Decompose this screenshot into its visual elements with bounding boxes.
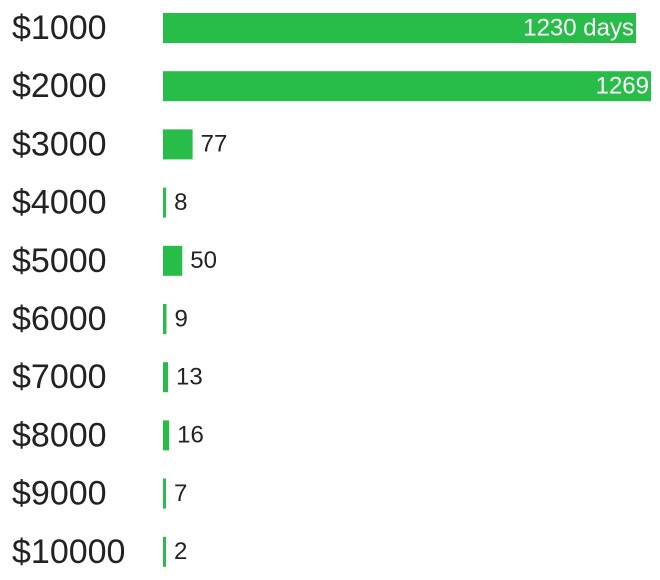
value-label: 50 (190, 247, 217, 274)
category-label: $7000 (12, 358, 107, 396)
bar (163, 304, 167, 334)
category-label: $10000 (12, 533, 125, 571)
category-label: $1000 (12, 9, 107, 47)
category-label: $6000 (12, 300, 107, 338)
bar (163, 362, 168, 393)
value-label: 1269 (596, 73, 649, 100)
bar (163, 13, 637, 43)
bar (163, 129, 193, 160)
category-label: $3000 (12, 125, 107, 163)
value-label: 7 (174, 480, 187, 507)
category-label: $2000 (12, 67, 107, 105)
category-label: $4000 (12, 184, 107, 222)
bar (163, 478, 166, 509)
bar (163, 245, 183, 276)
category-label: $5000 (12, 242, 107, 280)
category-label: $8000 (12, 416, 107, 454)
value-label: 77 (201, 131, 228, 158)
value-label: 13 (176, 364, 203, 391)
bar (163, 187, 167, 218)
bar (163, 420, 170, 451)
value-label: 8 (174, 189, 187, 216)
value-label: 1230 days (523, 14, 634, 41)
bar (163, 536, 166, 567)
value-label: 16 (177, 422, 204, 449)
value-label: 9 (174, 305, 187, 332)
bar (163, 71, 651, 102)
category-label: $9000 (12, 475, 107, 513)
value-label: 2 (174, 538, 187, 565)
